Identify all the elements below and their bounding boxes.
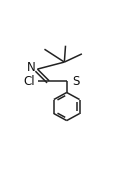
Text: S: S xyxy=(72,75,79,88)
Text: Cl: Cl xyxy=(23,75,35,88)
Text: N: N xyxy=(27,61,36,74)
